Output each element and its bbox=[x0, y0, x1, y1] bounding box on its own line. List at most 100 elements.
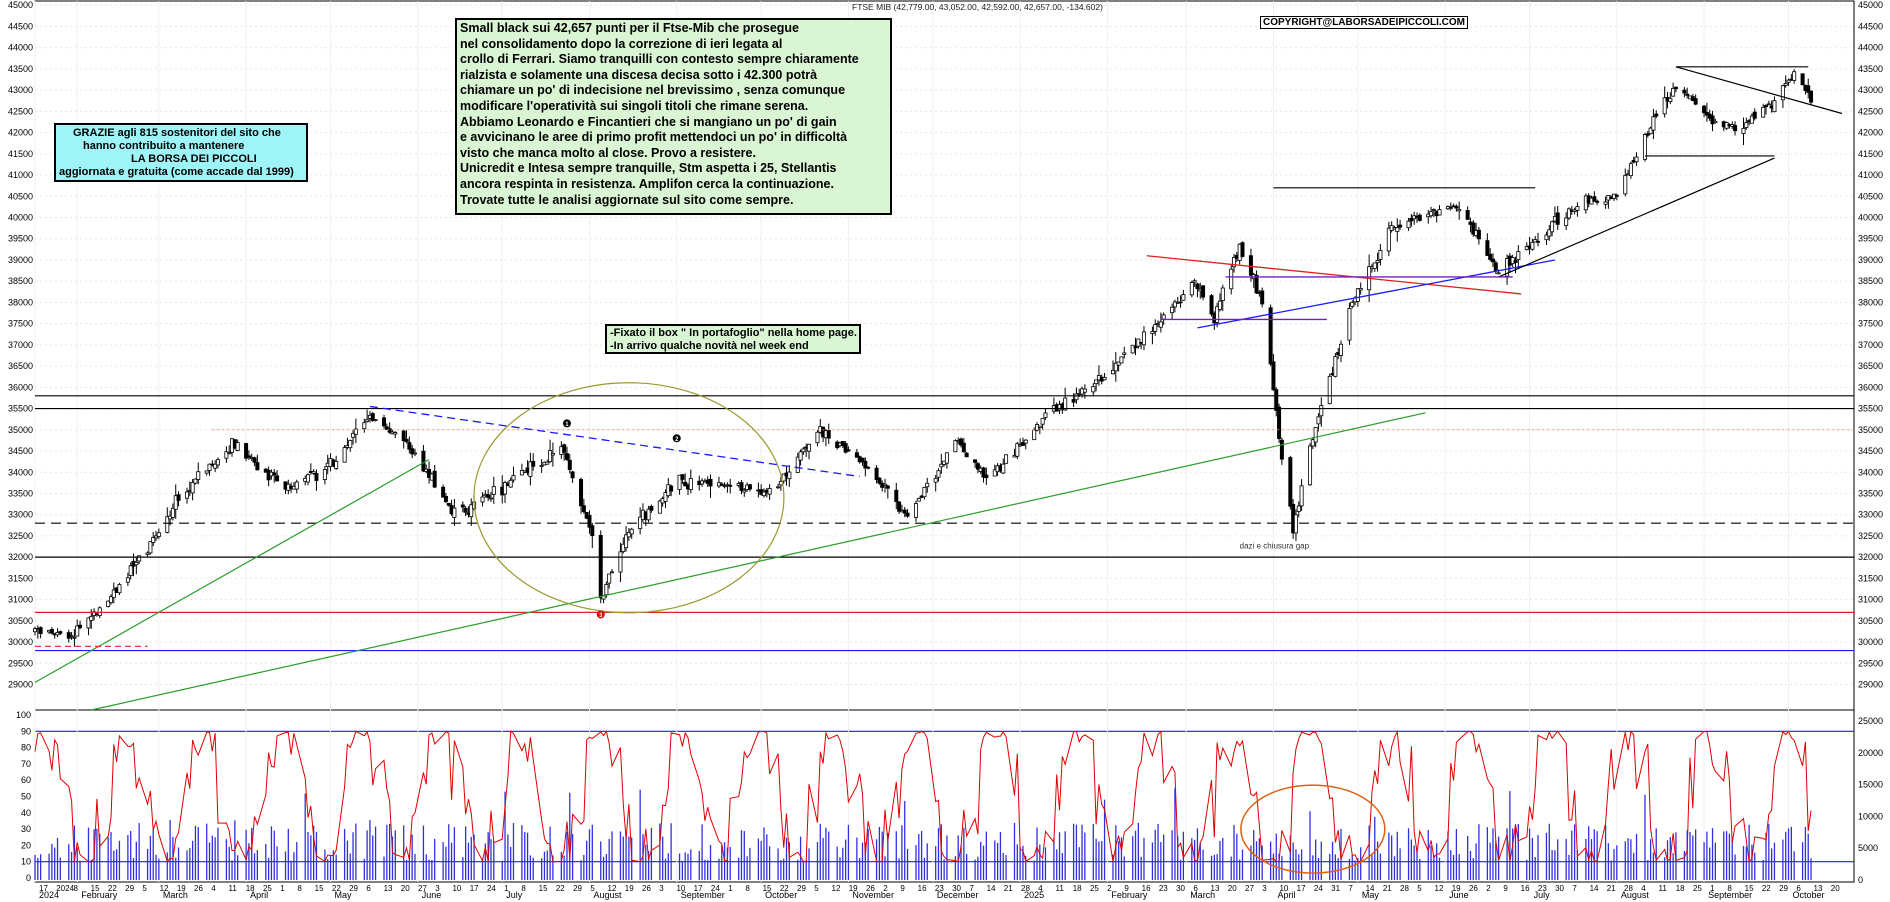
candle-body bbox=[604, 584, 609, 596]
candle-body bbox=[410, 448, 415, 455]
volume-tick: 25000 bbox=[1858, 716, 1883, 726]
candle-body bbox=[1378, 250, 1383, 260]
day-tick: 4 bbox=[1641, 884, 1646, 893]
candle-body bbox=[1766, 103, 1771, 106]
day-tick: 9 bbox=[1503, 884, 1508, 893]
candle-body bbox=[742, 489, 747, 493]
day-tick: 28 bbox=[1624, 884, 1633, 893]
day-tick: 15 bbox=[763, 884, 772, 893]
candle-body bbox=[528, 461, 533, 477]
price-tick-right: 30000 bbox=[1858, 637, 1883, 647]
day-tick: 12 bbox=[608, 884, 617, 893]
candle-body bbox=[1454, 205, 1459, 209]
note-line: chiamare un po' di indecisione nel brevi… bbox=[460, 83, 846, 98]
candle-body bbox=[618, 551, 623, 573]
candle-body bbox=[728, 484, 733, 487]
note-line: nel consolidamento dopo la correzione di… bbox=[460, 36, 783, 51]
candle-body bbox=[843, 443, 848, 453]
oscillator-tick: 0 bbox=[26, 873, 31, 883]
candle-body bbox=[1358, 287, 1363, 291]
candle-body bbox=[1741, 127, 1746, 134]
candle-body bbox=[1172, 301, 1177, 308]
candle-body bbox=[1299, 485, 1304, 507]
price-tick-right: 30500 bbox=[1858, 616, 1883, 626]
day-tick: 16 bbox=[1142, 884, 1151, 893]
price-tick-right: 33000 bbox=[1858, 510, 1883, 520]
price-tick-right: 41000 bbox=[1858, 170, 1883, 180]
day-tick: 24 bbox=[487, 884, 496, 893]
candle-body bbox=[207, 463, 212, 471]
candle-body bbox=[1355, 288, 1360, 302]
candle-body bbox=[939, 463, 944, 468]
oscillator-tick: 30 bbox=[21, 824, 31, 834]
candle-body bbox=[421, 450, 426, 472]
candle-body bbox=[1550, 221, 1555, 233]
candle-body bbox=[373, 419, 378, 422]
candle-body bbox=[795, 456, 800, 473]
candle-body bbox=[1513, 259, 1518, 263]
candle-body bbox=[984, 474, 989, 479]
price-tick-left: 34000 bbox=[8, 467, 33, 477]
price-tick-right: 38500 bbox=[1858, 276, 1883, 286]
price-tick-right: 31500 bbox=[1858, 573, 1883, 583]
day-tick: 2 bbox=[1486, 884, 1491, 893]
day-tick: 18 bbox=[1676, 884, 1685, 893]
price-tick-right: 43500 bbox=[1858, 64, 1883, 74]
candle-body bbox=[215, 459, 220, 466]
candle-body bbox=[1037, 425, 1042, 428]
price-tick-right: 38000 bbox=[1858, 297, 1883, 307]
candle-body bbox=[550, 452, 555, 456]
candle-body bbox=[128, 565, 133, 576]
day-tick: 13 bbox=[1211, 884, 1220, 893]
candle-body bbox=[683, 481, 688, 487]
day-tick: 21 bbox=[1383, 884, 1392, 893]
candle-body bbox=[193, 478, 198, 484]
candle-body bbox=[382, 417, 387, 427]
candle-body bbox=[1240, 242, 1245, 257]
day-tick: 5 bbox=[590, 884, 595, 893]
candle-body bbox=[1296, 505, 1301, 512]
candle-body bbox=[1122, 352, 1127, 355]
day-tick: 11 bbox=[1055, 884, 1064, 893]
candle-body bbox=[1023, 439, 1028, 444]
note-line: e avvicinano le aree di primo profit met… bbox=[460, 130, 848, 145]
news-note: -Fixato il box " In portafoglio" nella h… bbox=[605, 324, 861, 354]
candle-body bbox=[111, 589, 116, 598]
day-tick: 1 bbox=[728, 884, 733, 893]
candle-body bbox=[933, 477, 938, 483]
month-label: August bbox=[1621, 890, 1650, 900]
candle-body bbox=[184, 491, 189, 499]
candle-body bbox=[446, 502, 451, 506]
day-tick: 7 bbox=[1348, 884, 1353, 893]
oscillator-tick: 40 bbox=[21, 808, 31, 818]
day-tick: 27 bbox=[1245, 884, 1254, 893]
day-tick: 19 bbox=[849, 884, 858, 893]
day-tick: 4 bbox=[1038, 884, 1043, 893]
candle-body bbox=[531, 461, 536, 467]
oscillator-tick: 10 bbox=[21, 857, 31, 867]
candle-body bbox=[1614, 194, 1619, 197]
candle-body bbox=[227, 452, 232, 455]
day-tick: 25 bbox=[1693, 884, 1702, 893]
thanks-note: GRAZIE agli 815 sostenitori del sito che… bbox=[54, 123, 308, 182]
month-label: May bbox=[1362, 890, 1380, 900]
candle-body bbox=[936, 470, 941, 478]
day-tick: 10 bbox=[1279, 884, 1288, 893]
price-tick-right: 37500 bbox=[1858, 319, 1883, 329]
day-tick: 29 bbox=[797, 884, 806, 893]
day-tick: 8 bbox=[745, 884, 750, 893]
candle-body bbox=[874, 467, 879, 481]
price-tick-right: 34000 bbox=[1858, 467, 1883, 477]
wave-marker-3 bbox=[596, 610, 605, 619]
month-label: June bbox=[422, 890, 442, 900]
candle-body bbox=[1533, 239, 1538, 243]
price-tick-right: 37000 bbox=[1858, 340, 1883, 350]
candle-body bbox=[1178, 301, 1183, 304]
candle-body bbox=[1386, 227, 1391, 252]
candle-body bbox=[1215, 306, 1220, 323]
candle-body bbox=[255, 462, 260, 471]
day-tick: 2024 bbox=[56, 884, 74, 893]
candle-body bbox=[1032, 429, 1037, 441]
candle-body bbox=[213, 463, 218, 469]
